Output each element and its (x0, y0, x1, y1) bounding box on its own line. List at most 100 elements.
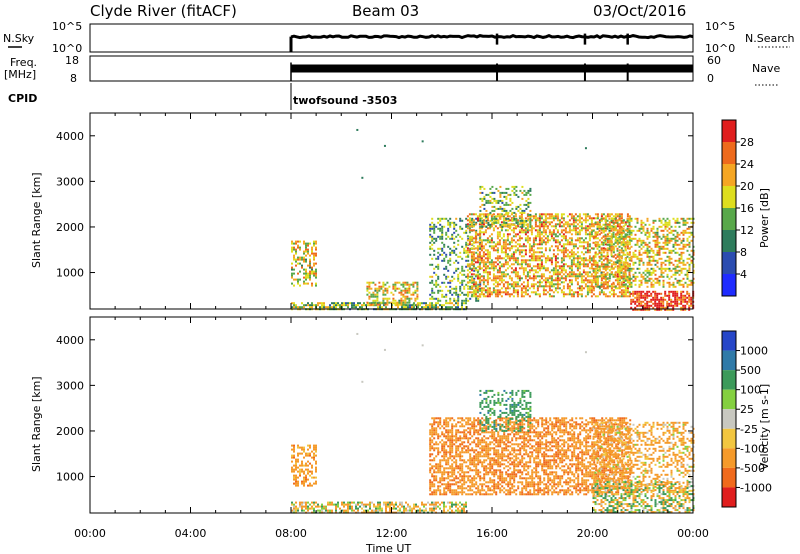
cell-475 (429, 479, 432, 482)
cell-1828 (542, 239, 545, 242)
cell-3252 (618, 283, 621, 286)
cell-385 (366, 281, 369, 284)
cell-3908 (646, 292, 649, 295)
cell-3994 (670, 304, 673, 307)
cell-671 (447, 435, 450, 438)
cell-1532 (516, 281, 519, 284)
cell-1471 (512, 229, 515, 232)
cell-1794 (540, 213, 543, 216)
cell-3258 (620, 231, 623, 234)
cell-115 (313, 244, 315, 247)
cell-3202 (612, 275, 615, 278)
cell-2531 (602, 271, 605, 274)
cell-1394 (504, 273, 507, 276)
cell-3744 (680, 217, 683, 220)
cell-66 (303, 464, 305, 467)
cell-476 (396, 287, 399, 290)
cell-608 (435, 285, 438, 288)
cell-1160 (484, 285, 487, 288)
cell-3387 (636, 219, 639, 222)
cell-317 (419, 302, 421, 305)
cell-3510 (650, 283, 653, 286)
cell-979 (470, 237, 473, 240)
cell-213 (343, 304, 345, 307)
cell-1413 (506, 255, 509, 258)
cell-3330 (628, 235, 631, 238)
cell-3544 (654, 281, 657, 284)
cell-947 (466, 281, 469, 284)
cell-3279 (622, 235, 625, 238)
cell-497 (431, 467, 434, 470)
cell-1117 (482, 223, 485, 226)
cell-435 (455, 509, 457, 512)
cell-1280 (496, 227, 499, 230)
cell-3364 (632, 253, 635, 256)
cell-455 (386, 301, 389, 304)
cell-1670 (528, 295, 531, 298)
cell-87 (307, 460, 309, 463)
cell-2574 (606, 255, 609, 258)
cell-2948 (505, 203, 508, 206)
cell-588 (439, 481, 442, 484)
cell-841 (469, 247, 472, 250)
cell-3545 (656, 227, 659, 230)
cell-1265 (494, 261, 497, 264)
cell-3443 (642, 275, 645, 278)
cell-398 (433, 507, 435, 510)
cell-775 (455, 449, 458, 452)
cell-99 (309, 272, 311, 275)
cell-934 (466, 235, 469, 238)
cell-1954 (552, 295, 555, 298)
cell-1300 (496, 285, 499, 288)
cell-2299 (582, 253, 585, 256)
cell-3083 (596, 271, 599, 274)
cell-2316 (584, 225, 587, 228)
cell-1114 (482, 215, 485, 218)
nsky-panel: N.Sky 10^5 10^0 10^5 10^0 N.Search (3, 20, 795, 55)
cell-2054 (562, 229, 565, 232)
cell-65 (303, 456, 305, 459)
cell-1412 (506, 253, 509, 256)
cell-3873 (636, 304, 639, 307)
cell-1396 (504, 281, 507, 284)
cell-761 (457, 273, 460, 276)
cell-282 (371, 509, 373, 512)
cell-393 (368, 285, 371, 288)
cell-2435 (594, 213, 597, 216)
cell-2030 (560, 229, 563, 232)
cell-1884 (546, 279, 549, 282)
cell-689 (447, 259, 450, 262)
cell-3528 (652, 283, 655, 286)
cell-218 (337, 501, 339, 504)
cell-20 (293, 482, 295, 485)
cell-3017 (525, 193, 528, 196)
cell-2410 (590, 287, 593, 290)
cell-2789 (624, 295, 627, 298)
cell-526 (433, 485, 436, 488)
cell-759 (453, 479, 456, 482)
cell-1941 (552, 237, 555, 240)
cell-2579 (606, 281, 609, 284)
cell-2170 (570, 295, 573, 298)
cell-2957 (507, 217, 510, 220)
cell-555 (437, 435, 440, 438)
cell-3156 (606, 267, 609, 270)
cell-2799 (626, 245, 629, 248)
cell-1793 (538, 295, 541, 298)
cell-342 (435, 302, 437, 305)
cell-2545 (604, 227, 607, 230)
cell-522 (433, 475, 436, 478)
cell-1713 (532, 287, 535, 290)
cell-2540 (604, 215, 607, 218)
cell-3142 (604, 281, 607, 284)
cell-2436 (594, 217, 597, 220)
cell-1370 (502, 275, 505, 278)
cell-734 (451, 463, 454, 466)
cell-975 (470, 221, 473, 224)
cell-3993 (670, 302, 673, 305)
cell-332 (429, 302, 431, 305)
cell-2304 (582, 265, 585, 268)
cell-3616 (664, 225, 667, 228)
cell-473 (429, 469, 432, 472)
cell-171 (311, 501, 313, 504)
